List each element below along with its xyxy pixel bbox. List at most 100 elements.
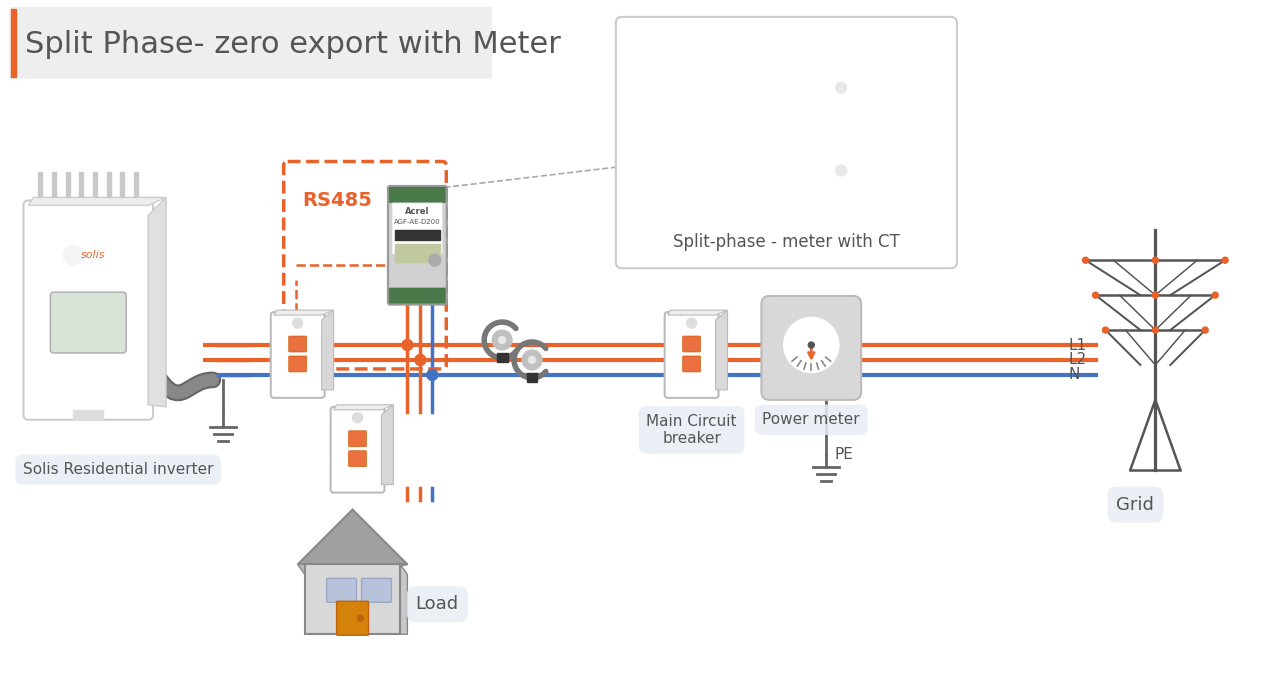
Circle shape [499,336,506,344]
Text: Load: Load [416,595,459,613]
FancyBboxPatch shape [23,201,153,420]
Text: L1: L1 [1069,338,1087,352]
FancyBboxPatch shape [389,288,445,304]
Circle shape [835,165,847,176]
FancyBboxPatch shape [616,17,957,268]
Bar [699,90,763,100]
FancyBboxPatch shape [304,565,400,634]
FancyBboxPatch shape [665,312,718,398]
FancyBboxPatch shape [271,312,325,398]
Bar [73,410,103,420]
Circle shape [414,354,426,365]
Bar [38,172,42,197]
Bar [80,172,83,197]
Text: AGF-AE-D200: AGF-AE-D200 [708,79,754,84]
Text: Acrel: Acrel [405,208,430,217]
Circle shape [1152,327,1159,333]
Polygon shape [667,310,727,315]
FancyBboxPatch shape [683,336,701,352]
FancyBboxPatch shape [391,203,443,255]
Bar [395,244,440,262]
Polygon shape [273,310,334,315]
Circle shape [353,413,363,423]
Polygon shape [148,197,166,407]
Text: solis: solis [81,251,105,260]
Circle shape [1093,292,1098,298]
Text: Split Phase- zero export with Meter: Split Phase- zero export with Meter [26,30,561,60]
Polygon shape [28,197,166,206]
Text: Main Circuit
breaker: Main Circuit breaker [647,414,736,446]
Polygon shape [298,509,408,565]
Bar [526,372,538,381]
FancyBboxPatch shape [9,7,493,79]
Text: Grid: Grid [1116,495,1155,513]
Bar [65,172,69,197]
Bar [94,172,98,197]
Polygon shape [298,565,408,574]
Text: Solis Residential inverter: Solis Residential inverter [23,462,213,477]
Polygon shape [334,405,394,410]
Circle shape [358,615,363,621]
Circle shape [402,340,413,350]
Bar [121,172,124,197]
FancyBboxPatch shape [692,46,771,199]
Text: RS485: RS485 [303,191,372,210]
Text: Split-phase - meter with CT: Split-phase - meter with CT [674,233,899,251]
Text: L2: L2 [1069,352,1087,367]
Bar [135,172,139,197]
Circle shape [429,254,441,266]
FancyBboxPatch shape [349,430,367,447]
Circle shape [529,356,535,363]
Polygon shape [716,310,727,390]
Circle shape [1083,257,1088,263]
Circle shape [63,245,83,265]
FancyBboxPatch shape [387,186,446,304]
Bar [833,190,849,204]
Bar [12,9,17,77]
Circle shape [1152,292,1159,298]
FancyBboxPatch shape [289,336,307,352]
Circle shape [293,318,303,328]
Circle shape [835,82,847,93]
Text: AGF-AE-D200: AGF-AE-D200 [394,219,440,225]
Circle shape [1202,327,1209,333]
FancyBboxPatch shape [327,579,357,602]
Text: Acrel: Acrel [720,67,744,76]
Text: PE: PE [834,447,853,462]
FancyBboxPatch shape [349,450,367,466]
Text: N: N [1069,367,1080,383]
Polygon shape [400,565,408,634]
FancyBboxPatch shape [50,292,126,353]
Circle shape [1223,257,1228,263]
Circle shape [686,318,697,328]
Circle shape [826,155,857,186]
Bar [395,230,440,240]
Bar [106,172,110,197]
Circle shape [493,330,512,350]
FancyBboxPatch shape [331,407,385,493]
Circle shape [427,370,438,381]
Circle shape [1212,292,1218,298]
Circle shape [1102,327,1109,333]
FancyBboxPatch shape [683,356,701,372]
FancyBboxPatch shape [697,63,767,115]
Polygon shape [322,310,334,390]
Circle shape [808,342,815,348]
FancyBboxPatch shape [389,187,445,203]
FancyBboxPatch shape [693,47,770,63]
Bar [699,104,763,122]
FancyBboxPatch shape [289,356,307,372]
Polygon shape [381,405,394,484]
Circle shape [784,318,839,372]
Bar [53,172,56,197]
FancyBboxPatch shape [761,296,861,400]
Bar [497,353,508,361]
Bar [833,107,849,121]
Text: Power meter: Power meter [762,412,860,427]
FancyBboxPatch shape [362,579,391,602]
FancyBboxPatch shape [336,601,368,635]
FancyBboxPatch shape [693,183,770,199]
Circle shape [826,73,857,103]
Circle shape [753,131,765,143]
Circle shape [1152,257,1159,263]
